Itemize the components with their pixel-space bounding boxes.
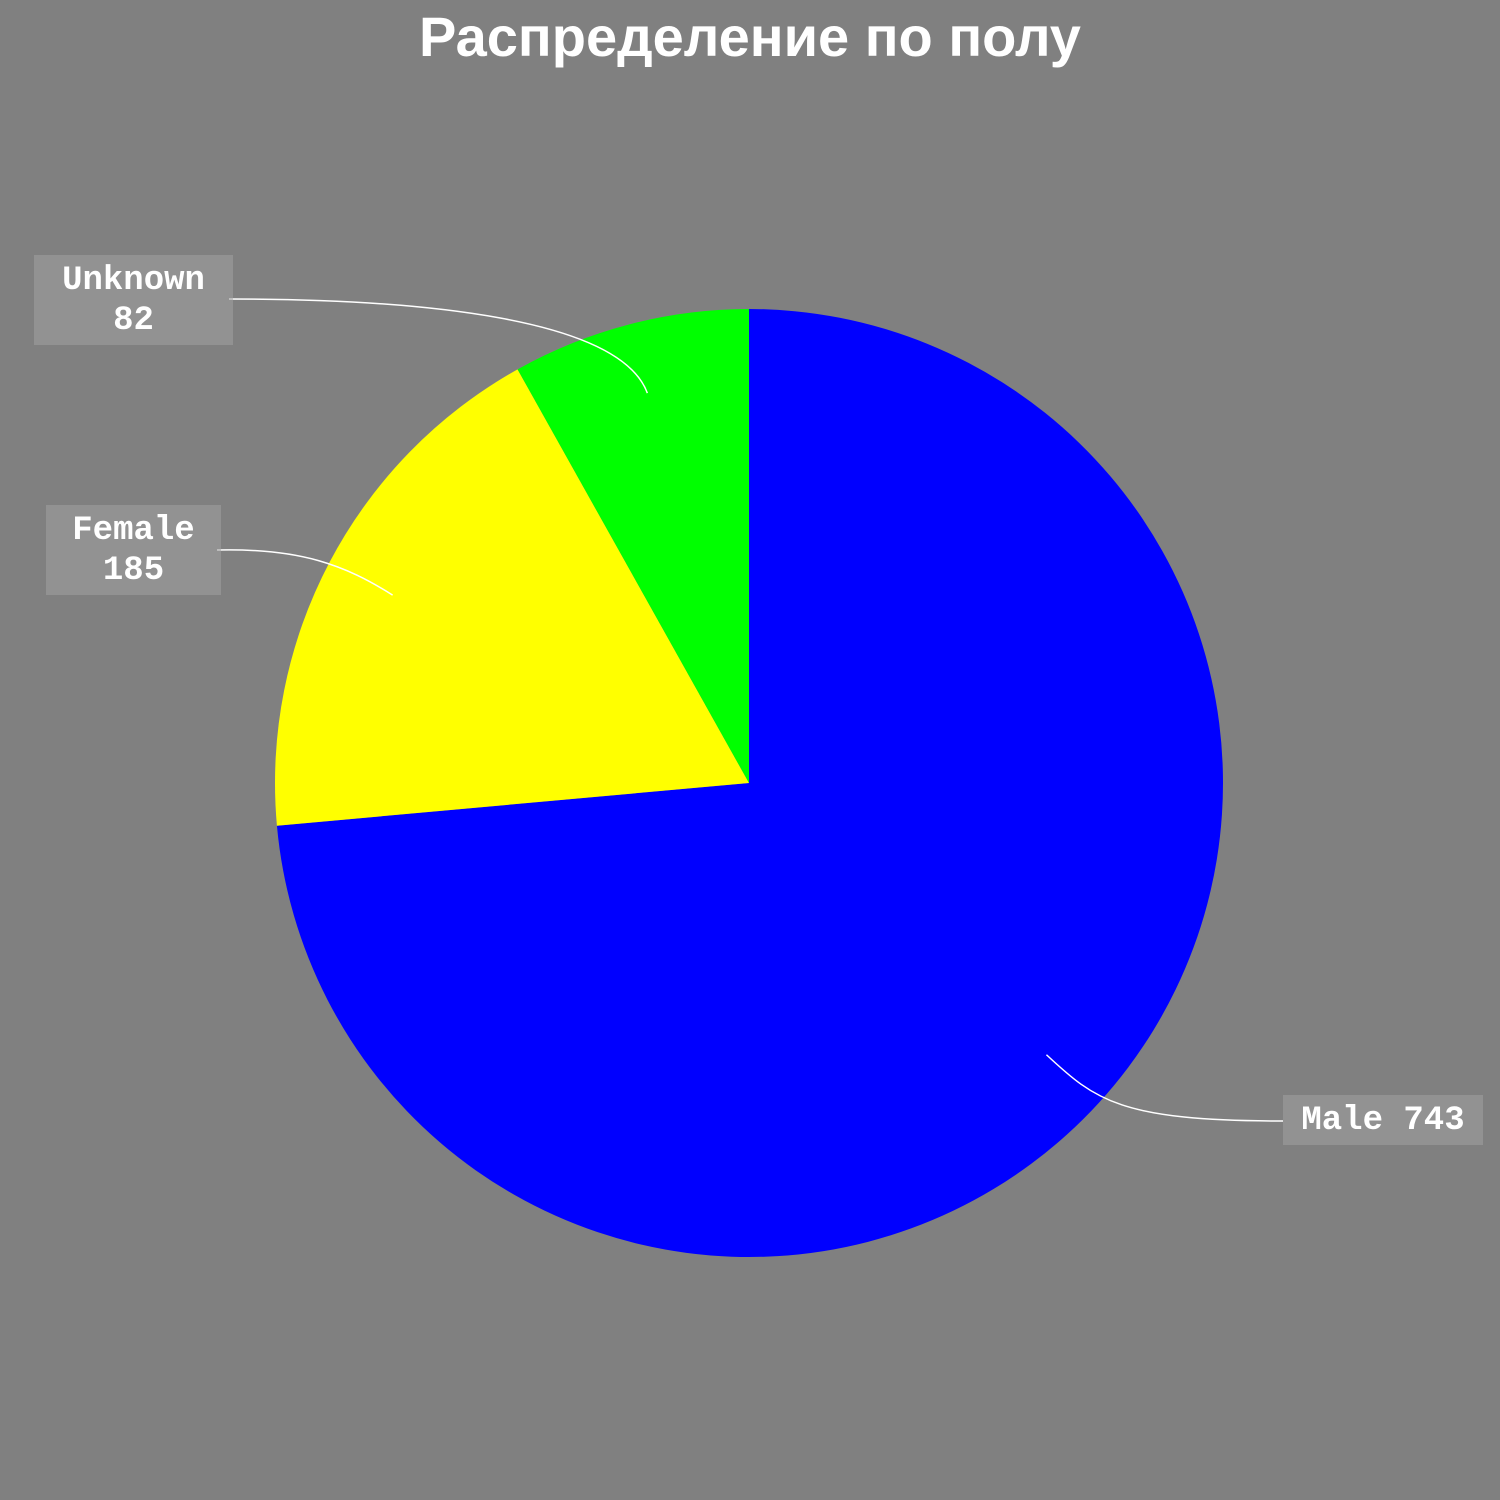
leader-lines — [216, 298, 1284, 1122]
slice-label-male-name: Male — [1301, 1102, 1383, 1140]
pie-slices — [275, 309, 1223, 1257]
slice-label-female: Female 185 — [46, 505, 221, 595]
leader-line-female — [216, 549, 394, 596]
slice-label-female-name: Female — [72, 512, 195, 550]
slice-label-female-value: 185 — [102, 552, 165, 590]
slice-label-unknown-name: Unknown — [62, 262, 205, 300]
slice-label-unknown: Unknown 82 — [34, 255, 233, 345]
leader-line-unknown — [228, 298, 649, 394]
slice-label-unknown-value: 82 — [113, 302, 154, 340]
slice-label-male: Male 743 — [1283, 1095, 1483, 1145]
pie-slice-male — [276, 309, 1223, 1257]
chart-title: Распределение по полу — [419, 5, 1081, 68]
slice-label-male-value: 743 — [1403, 1102, 1465, 1140]
leader-line-male — [1045, 1054, 1284, 1122]
pie-slice-female — [275, 369, 749, 826]
pie-slice-unknown — [517, 309, 749, 783]
